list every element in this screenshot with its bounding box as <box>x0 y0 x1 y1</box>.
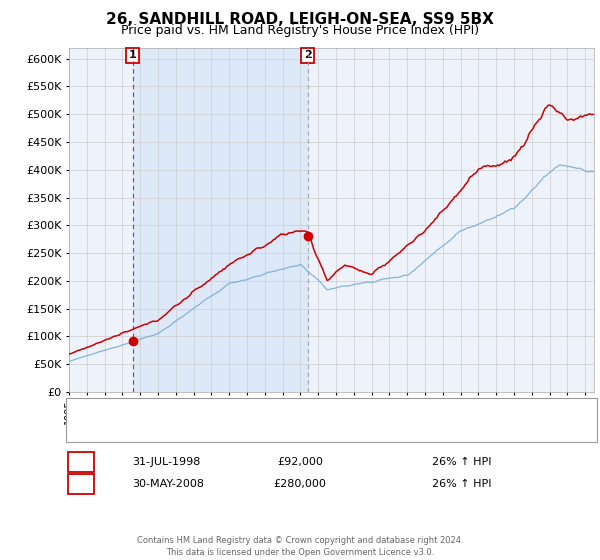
Text: 26, SANDHILL ROAD, LEIGH-ON-SEA, SS9 5BX: 26, SANDHILL ROAD, LEIGH-ON-SEA, SS9 5BX <box>106 12 494 27</box>
Text: 2: 2 <box>77 479 85 489</box>
Text: 1: 1 <box>77 457 85 467</box>
Text: 30-MAY-2008: 30-MAY-2008 <box>132 479 204 489</box>
Text: 2: 2 <box>304 50 312 60</box>
Text: 31-JUL-1998: 31-JUL-1998 <box>132 457 200 467</box>
Bar <box>133 48 308 392</box>
Text: £280,000: £280,000 <box>274 479 326 489</box>
Text: 1: 1 <box>129 50 137 60</box>
Text: Contains HM Land Registry data © Crown copyright and database right 2024.
This d: Contains HM Land Registry data © Crown c… <box>137 536 463 557</box>
Text: 26% ↑ HPI: 26% ↑ HPI <box>432 457 491 467</box>
Text: Price paid vs. HM Land Registry's House Price Index (HPI): Price paid vs. HM Land Registry's House … <box>121 24 479 36</box>
Text: HPI: Average price, semi-detached house, Rochford: HPI: Average price, semi-detached house,… <box>111 418 379 428</box>
Text: 26% ↑ HPI: 26% ↑ HPI <box>432 479 491 489</box>
Text: 26, SANDHILL ROAD, LEIGH-ON-SEA, SS9 5BX (semi-detached house): 26, SANDHILL ROAD, LEIGH-ON-SEA, SS9 5BX… <box>111 403 473 413</box>
Text: £92,000: £92,000 <box>277 457 323 467</box>
